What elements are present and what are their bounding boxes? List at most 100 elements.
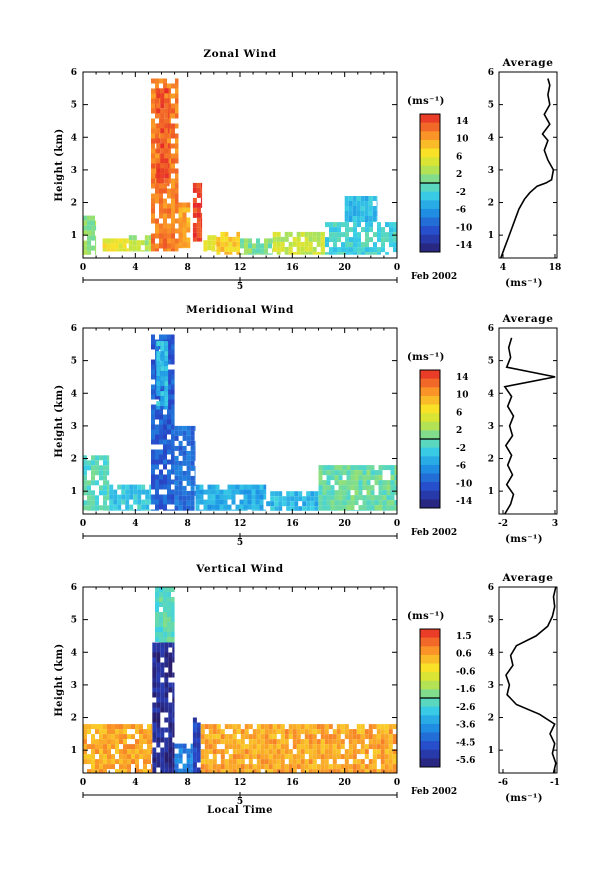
heatmap-cell	[308, 764, 313, 770]
heatmap-cell	[342, 495, 347, 501]
heatmap-cell	[159, 602, 163, 607]
heatmap-cell	[215, 494, 220, 500]
heatmap-cell	[160, 108, 165, 114]
heatmap-cell	[334, 500, 339, 506]
heatmap-cell	[151, 454, 155, 460]
heatmap-cell	[190, 743, 193, 749]
heatmap-cell	[203, 250, 208, 252]
heatmap-cell	[155, 188, 159, 194]
heatmap-cell	[364, 201, 369, 206]
heatmap-cell	[216, 739, 221, 745]
heatmap-cell	[304, 251, 309, 255]
heatmap-cell	[171, 449, 175, 455]
heatmap-cell	[336, 754, 341, 760]
heatmap-cell	[264, 734, 269, 740]
y-tick-label: 2	[71, 199, 77, 209]
heatmap-cell	[292, 729, 297, 735]
heatmap-cell	[294, 501, 299, 507]
heatmap-cell	[300, 749, 305, 755]
heatmap-cell	[298, 491, 303, 497]
heatmap-cell	[227, 484, 232, 490]
heatmap-cell	[354, 510, 359, 511]
heatmap-cell	[300, 251, 305, 255]
heatmap-cell	[160, 361, 165, 367]
heatmap-cell	[308, 769, 313, 773]
heatmap-cell	[194, 470, 196, 476]
heatmap-cell	[194, 465, 196, 471]
heatmap-cell	[380, 754, 385, 760]
heatmap-cell	[164, 148, 169, 154]
heatmap-cell	[348, 196, 353, 201]
heatmap-cell	[200, 217, 203, 223]
heatmap-cell	[171, 399, 175, 405]
heatmap-cell	[264, 248, 268, 254]
heatmap-cell	[139, 769, 143, 773]
heatmap-cell	[171, 374, 175, 380]
heatmap-cell	[186, 202, 191, 208]
heatmap-cell	[215, 240, 217, 246]
heatmap-cell	[107, 764, 111, 770]
heatmap-cell	[178, 212, 183, 218]
heatmap-cell	[103, 465, 107, 471]
heatmap-cell	[372, 749, 377, 755]
heatmap-cell	[360, 211, 365, 216]
heatmap-cell	[83, 250, 87, 255]
x-tick-label: 20	[338, 519, 351, 529]
heatmap-cell	[345, 237, 349, 243]
heatmap-cell	[103, 500, 107, 506]
heatmap-cell	[376, 201, 378, 206]
heatmap-cell	[369, 252, 373, 255]
heatmap-cell	[155, 632, 159, 637]
heatmap-cell	[284, 236, 289, 242]
heatmap-cell	[186, 430, 191, 436]
heatmap-cell	[228, 764, 233, 770]
heatmap-cell	[135, 754, 139, 760]
heatmap-cell	[137, 499, 142, 505]
heatmap-cell	[216, 749, 221, 755]
heatmap-cell	[220, 749, 225, 755]
heatmap-cell	[200, 724, 205, 730]
heatmap-cell	[163, 464, 167, 470]
heatmap-cell	[186, 440, 191, 446]
heatmap-cell	[171, 359, 175, 365]
heatmap-cell	[148, 250, 151, 252]
y-tick-label: 6	[71, 583, 77, 593]
heatmap-cell	[168, 702, 173, 708]
heatmap-cell	[163, 444, 167, 450]
colorbar-swatch	[420, 456, 440, 466]
heatmap-cell	[145, 489, 150, 495]
heatmap-cell	[175, 193, 179, 199]
heatmap-cell	[103, 510, 107, 511]
colorbar-unit: (ms⁻¹)	[407, 352, 445, 363]
heatmap-cell	[370, 485, 375, 491]
heatmap-cell	[159, 592, 163, 597]
heatmap-cell	[207, 484, 212, 490]
x-tick-label: 16	[286, 778, 299, 788]
heatmap-cell	[333, 222, 337, 228]
heatmap-cell	[248, 248, 252, 254]
heatmap-cell	[164, 406, 169, 410]
heatmap-cell	[252, 248, 256, 254]
heatmap-cell	[219, 489, 224, 495]
heatmap-cell	[300, 759, 305, 765]
heatmap-cell	[152, 712, 157, 718]
heatmap-cell	[155, 434, 159, 440]
heatmap-cell	[155, 484, 159, 490]
heatmap-cell	[190, 455, 195, 461]
heatmap-cell	[196, 732, 201, 738]
heatmap-cell	[143, 729, 147, 735]
heatmap-cell	[240, 769, 245, 773]
heatmap-cell	[87, 485, 91, 491]
heatmap-cell	[232, 724, 237, 730]
heatmap-cell	[380, 734, 385, 740]
heatmap-cell	[151, 123, 155, 129]
heatmap-cell	[302, 496, 307, 502]
heatmap-cell	[248, 253, 252, 255]
heatmap-cell	[338, 505, 343, 511]
heatmap-cell	[244, 769, 249, 773]
heatmap-cell	[87, 729, 91, 735]
heatmap-cell	[171, 354, 175, 360]
heatmap-cell	[318, 465, 323, 471]
heatmap-cell	[133, 494, 138, 500]
heatmap-cell	[178, 430, 183, 436]
